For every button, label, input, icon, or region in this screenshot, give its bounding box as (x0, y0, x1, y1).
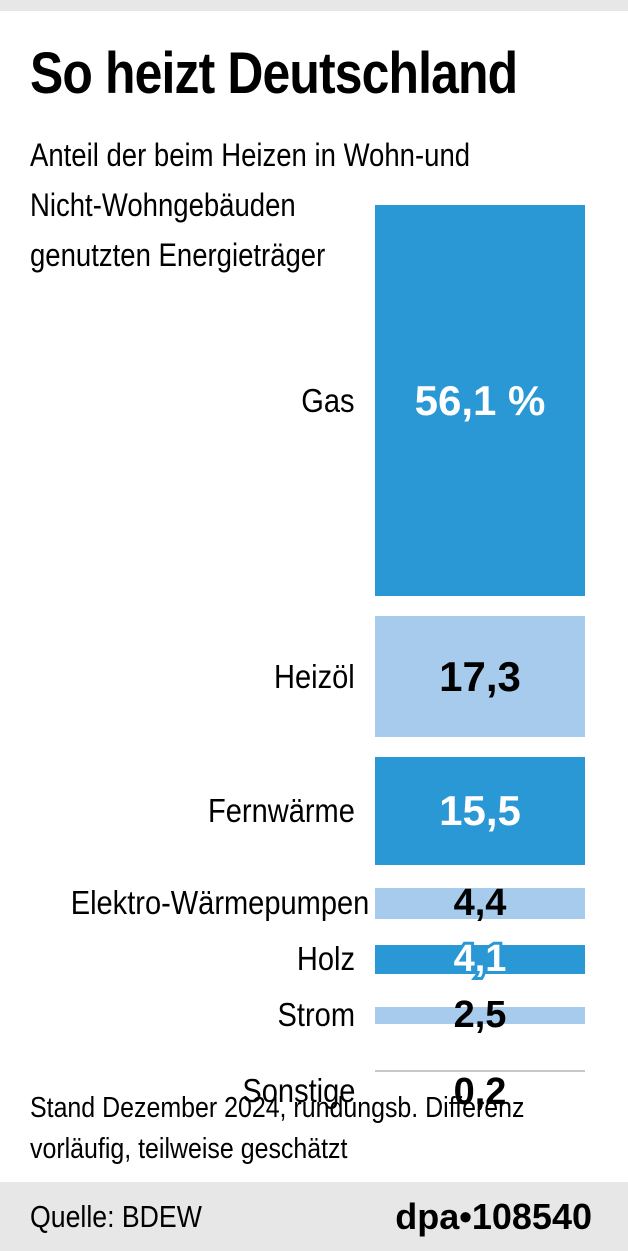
chart-row: Heizöl 17,3 (30, 616, 585, 737)
category-label: Sonstige (241, 1072, 355, 1109)
category-label: Fernwärme (208, 792, 355, 829)
chart-row: Gas 56,1 % (30, 205, 585, 596)
value-label: 17,3 (439, 652, 521, 700)
page-title-text: So heizt Deutschland (30, 41, 518, 106)
category-label: Strom (277, 996, 355, 1033)
bar: 17,3 (375, 616, 585, 737)
chart-row: Holz 4,1 (30, 937, 585, 981)
dpa-credit: dpa•108540 (395, 1195, 592, 1237)
bar-chart: Gas 56,1 % Heizöl 17,3 Fernwärme 15,5 Elektro-… (30, 205, 585, 1111)
bar: 15,5 (375, 757, 585, 865)
footnote-line: vorläufig, teilweise geschätzt (30, 1133, 348, 1165)
source-band: Quelle: BDEW dpa•108540 (0, 1182, 628, 1251)
value-label: 4,1 (451, 937, 510, 981)
category-label: Gas (301, 381, 355, 419)
footnote-line: Stand Dezember 2024, rundungsb. Differen… (30, 1092, 525, 1124)
category-label: Holz (296, 940, 355, 977)
value-label: 4,4 (453, 882, 507, 924)
chart-row: Strom 2,5 (30, 996, 585, 1034)
chart-row: Elektro-Wärmepumpen 4,4 (30, 884, 585, 922)
bar: 56,1 % (375, 205, 585, 596)
category-label: Heizöl (274, 657, 355, 695)
bar: 0,2 (375, 1070, 585, 1111)
chart-subtitle: Anteil der beim Heizen in Wohn-und Nicht… (30, 130, 542, 280)
chart-row: Sonstige 0,2 (30, 1053, 585, 1111)
chart-row: Fernwärme 15,5 (30, 757, 585, 865)
subtitle-line: genutzten Energieträger (30, 237, 326, 273)
category-label: Elektro-Wärmepumpen (70, 884, 370, 921)
page-title: So heizt Deutschland (30, 44, 597, 104)
bar: 2,5 (375, 996, 585, 1034)
value-label: 56,1 % (414, 376, 546, 424)
value-label: 15,5 (439, 787, 521, 834)
source-label: Quelle: BDEW (30, 1198, 202, 1234)
bar: 4,1 (375, 937, 585, 981)
bar: 4,4 (375, 884, 585, 922)
subtitle-line: Anteil der beim Heizen in Wohn-und (30, 137, 471, 173)
value-label: 2,5 (453, 994, 507, 1036)
top-strip (0, 0, 628, 11)
value-label: 0,2 (453, 1071, 507, 1113)
footnote: Stand Dezember 2024, rundungsb. Differen… (30, 1088, 605, 1170)
subtitle-line: Nicht-Wohngebäuden (30, 187, 296, 223)
